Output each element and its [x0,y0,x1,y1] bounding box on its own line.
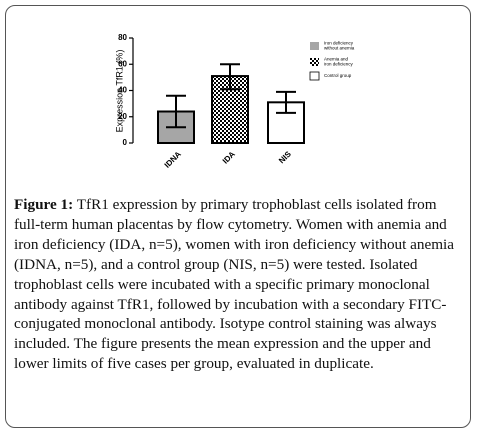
legend-label: iron deficiency [324,62,354,67]
x-tick-label: NIS [277,149,293,165]
y-axis-label: Expression TfR1 (%) [114,50,124,133]
y-tick-label: 0 [123,138,128,147]
x-tick-label: IDNA [163,149,183,169]
legend-swatch [310,58,319,66]
legend-swatch [310,42,319,50]
caption-text: TfR1 expression by primary trophoblast c… [14,196,455,373]
x-tick-label: IDA [221,149,237,165]
legend-label: without anemia [324,46,355,51]
caption-label: Figure 1: [14,196,74,213]
legend-label: Anemia and [324,57,349,62]
y-tick-label: 20 [118,112,127,121]
y-tick-label: 80 [118,33,127,42]
y-tick-label: 60 [118,59,127,68]
chart: Expression TfR1 (%) 0 20 40 60 80 IDNA IDA NIS I… [114,33,355,170]
legend-swatch [309,71,320,81]
figure-frame [5,5,471,428]
caption: Figure 1: TfR1 expression by primary tro… [14,195,466,374]
legend-label: Control group [324,73,352,78]
legend-label: Iron deficiency [324,41,354,46]
y-tick-label: 40 [118,86,127,95]
